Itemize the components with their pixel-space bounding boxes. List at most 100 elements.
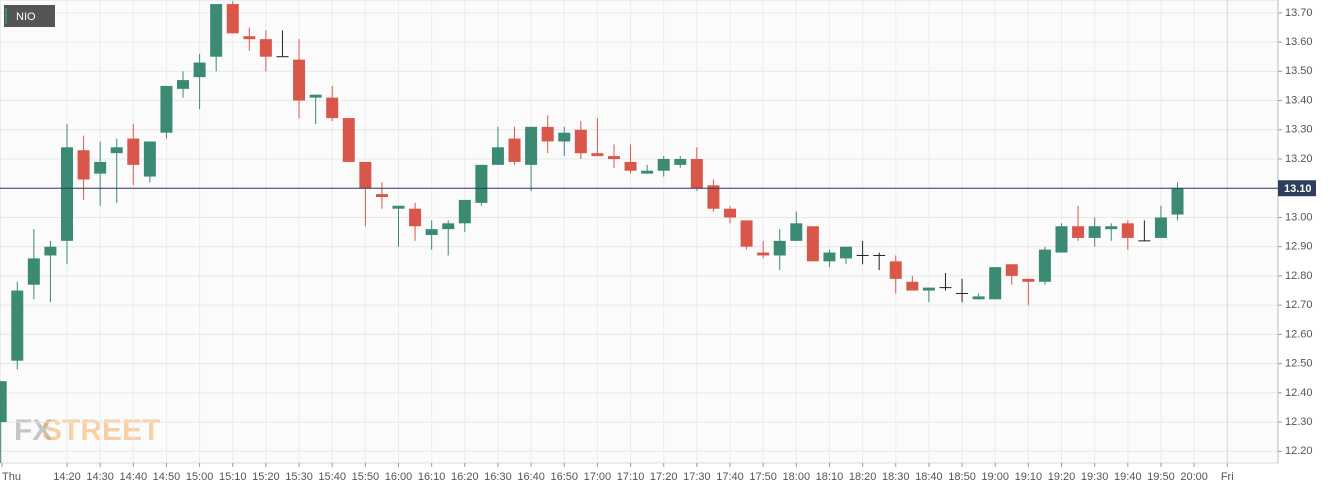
- candle-body: [392, 205, 405, 209]
- candle-body: [1171, 188, 1184, 215]
- x-tick-label: 19:00: [981, 471, 1009, 483]
- y-tick-label: 12.50: [1285, 358, 1313, 370]
- x-tick-label: 20:00: [1180, 471, 1208, 483]
- candle-body: [790, 223, 803, 241]
- y-tick-label: 13.50: [1285, 65, 1313, 77]
- y-tick-label: 13.00: [1285, 211, 1313, 223]
- x-tick-label: 15:00: [186, 471, 214, 483]
- candle-body: [823, 252, 836, 262]
- candle-body: [889, 261, 902, 279]
- candle-body: [840, 246, 853, 259]
- y-tick-label: 12.70: [1285, 299, 1313, 311]
- candle-body: [1121, 223, 1134, 238]
- candle-body: [657, 159, 670, 171]
- y-tick-label: 13.20: [1285, 153, 1313, 165]
- candle-body: [127, 138, 140, 165]
- x-tick-label: 16:10: [418, 471, 446, 483]
- candle-body: [574, 129, 587, 154]
- y-tick-label: 12.20: [1285, 445, 1313, 457]
- x-tick-label: 19:20: [1048, 471, 1076, 483]
- candle-body: [1022, 278, 1035, 282]
- candle-body: [674, 159, 687, 165]
- last-price-label: 13.10: [1284, 183, 1312, 195]
- candle-body: [243, 36, 256, 40]
- candle-body: [226, 4, 239, 34]
- candle-body: [475, 164, 488, 203]
- candle-body: [1154, 217, 1167, 238]
- candle-body: [922, 287, 935, 291]
- candle-body: [641, 170, 654, 174]
- candle-body: [591, 153, 604, 157]
- candle-body: [491, 147, 504, 165]
- x-tick-label: 18:30: [882, 471, 910, 483]
- x-tick-label: 19:40: [1114, 471, 1142, 483]
- x-tick-label: 18:10: [816, 471, 844, 483]
- candle-body: [326, 97, 339, 119]
- candle-body: [11, 290, 24, 361]
- y-tick-label: 12.40: [1285, 387, 1313, 399]
- candle-body: [409, 208, 422, 227]
- x-tick-label: 16:20: [451, 471, 479, 483]
- candle-body: [442, 223, 455, 230]
- candle-body: [342, 118, 355, 162]
- y-tick-label: 12.90: [1285, 241, 1313, 253]
- candle-body: [972, 296, 985, 300]
- x-tick-label: 16:00: [385, 471, 413, 483]
- candle-body: [806, 226, 819, 262]
- x-tick-label: 14:20: [53, 471, 81, 483]
- x-tick-label: 15:50: [352, 471, 380, 483]
- x-tick-label: 18:20: [849, 471, 877, 483]
- candle-body: [773, 240, 786, 256]
- candle-body: [425, 229, 438, 236]
- x-tick-label: 19:10: [1015, 471, 1043, 483]
- x-tick-label: Fri: [1221, 471, 1234, 483]
- overlay: 13.10: [0, 180, 1316, 197]
- candle-body: [757, 252, 770, 256]
- candle-body: [143, 141, 156, 177]
- y-tick-label: 13.40: [1285, 94, 1313, 106]
- candles: [0, 1, 1184, 463]
- x-tick-label: 17:00: [584, 471, 612, 483]
- last-price-box: [1278, 180, 1316, 197]
- x-tick-label: 15:30: [285, 471, 313, 483]
- x-tick-label: 15:10: [219, 471, 247, 483]
- candle-body: [1005, 264, 1018, 276]
- x-tick-label: Thu: [2, 471, 21, 483]
- x-tick-label: 16:50: [550, 471, 578, 483]
- candle-body: [458, 199, 471, 224]
- y-tick-label: 13.60: [1285, 36, 1313, 48]
- candle-body: [558, 132, 571, 142]
- x-tick-label: 18:00: [783, 471, 811, 483]
- y-tick-label: 12.30: [1285, 416, 1313, 428]
- candle-body: [160, 85, 173, 133]
- candle-body: [177, 80, 190, 89]
- candle-body: [624, 161, 637, 171]
- candle-body: [359, 161, 372, 189]
- candle-body: [77, 150, 90, 180]
- candle-body: [61, 147, 73, 241]
- grid: 12.20 12.30 12.40 12.50 12.60 12.70 12.80 12.90…: [0, 0, 1313, 483]
- x-tick-label: 18:40: [915, 471, 943, 483]
- watermark-street: STREET: [42, 414, 160, 447]
- candle-body: [607, 156, 620, 160]
- candle-body: [1088, 226, 1101, 238]
- candle-body: [27, 258, 40, 285]
- legend-box: [4, 5, 55, 27]
- y-tick-label: 12.60: [1285, 328, 1313, 340]
- x-tick-label: 14:50: [153, 471, 181, 483]
- x-tick-label: 14:40: [120, 471, 148, 483]
- x-tick-label: 19:50: [1147, 471, 1175, 483]
- x-tick-label: 15:40: [318, 471, 346, 483]
- x-tick-label: 17:50: [749, 471, 777, 483]
- candle-body: [259, 39, 272, 57]
- candle-body: [375, 194, 388, 198]
- candle-body: [193, 62, 206, 78]
- candle-body: [541, 126, 554, 142]
- x-tick-label: 17:10: [617, 471, 645, 483]
- x-tick-label: 19:30: [1081, 471, 1109, 483]
- y-tick-label: 13.70: [1285, 7, 1313, 19]
- candle-body: [0, 381, 7, 423]
- candle-body: [1055, 226, 1068, 253]
- candle-body: [1072, 226, 1085, 238]
